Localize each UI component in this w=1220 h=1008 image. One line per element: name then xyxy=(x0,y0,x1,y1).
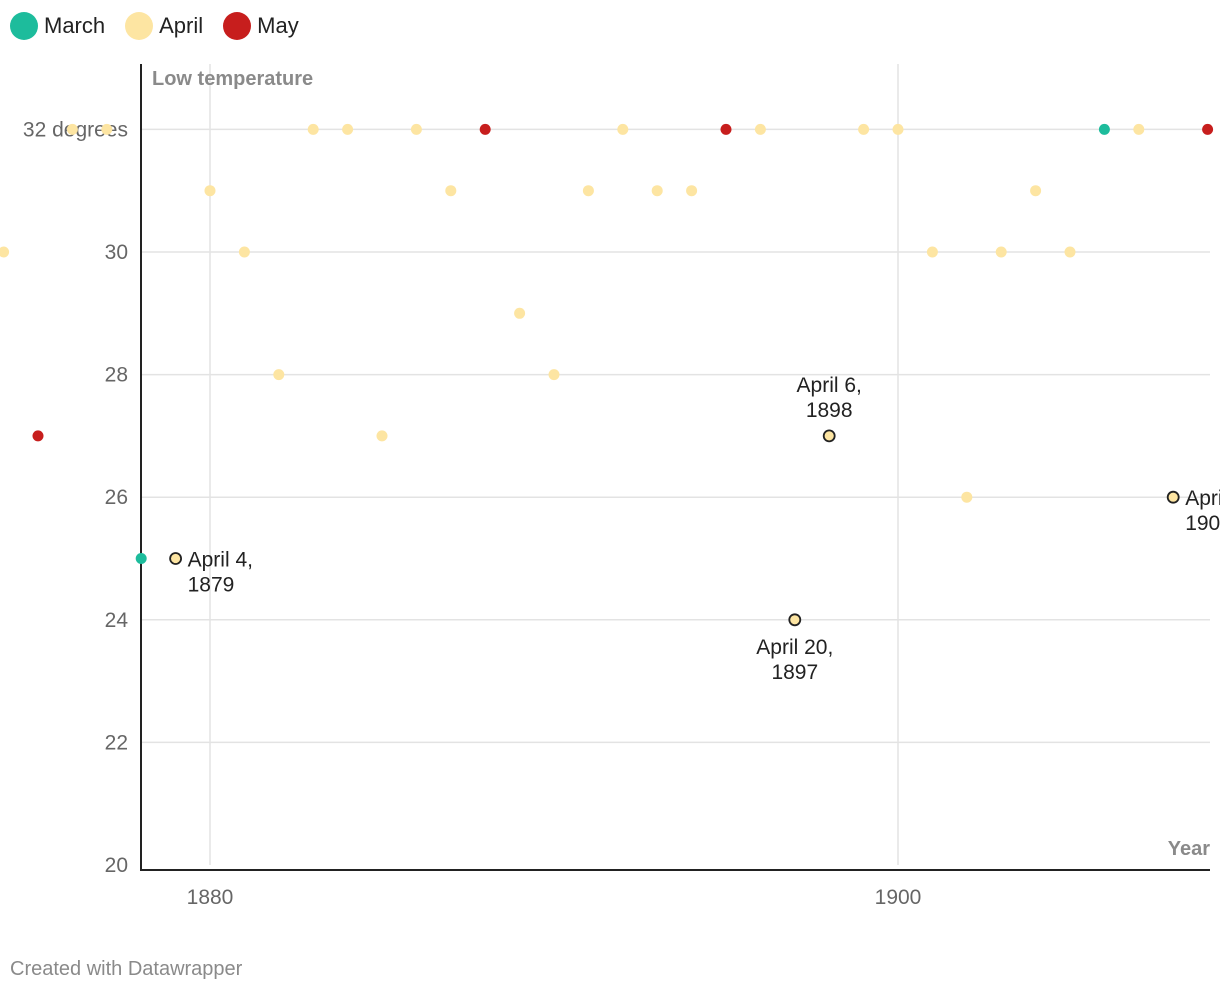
legend: March April May xyxy=(10,12,319,40)
point-may xyxy=(1202,123,1214,135)
annotated-point xyxy=(788,613,802,627)
annotation-line: 1879 xyxy=(188,574,235,597)
point-april xyxy=(858,123,870,135)
annotation-line: April 3, xyxy=(1185,487,1220,510)
annotation-line: 1898 xyxy=(806,399,853,422)
legend-item-march: March xyxy=(10,12,105,40)
point-april xyxy=(1030,185,1042,197)
point-march xyxy=(135,553,147,564)
x-tick-label: 1900 xyxy=(875,886,922,909)
y-tick-label: 30 xyxy=(105,241,128,264)
point-april xyxy=(342,123,354,135)
point-april xyxy=(995,246,1007,258)
point-april xyxy=(66,123,78,135)
point-april xyxy=(754,123,766,135)
point-april xyxy=(926,246,938,258)
x-axis-title: Year xyxy=(1168,838,1210,860)
legend-label-april: April xyxy=(159,13,204,38)
footer-credit: Created with Datawrapper xyxy=(10,958,243,980)
point-april xyxy=(238,246,250,258)
y-tick-label: 20 xyxy=(105,854,128,877)
annotated-point xyxy=(169,552,183,565)
point-april xyxy=(273,369,285,381)
annotation-line: 1908 xyxy=(1185,512,1220,535)
annotation-line: April 4, xyxy=(188,549,253,572)
legend-item-may: May xyxy=(223,12,299,40)
legend-item-april: April xyxy=(125,12,203,40)
point-may xyxy=(32,430,44,442)
point-april xyxy=(101,123,113,135)
y-tick-label: 26 xyxy=(105,486,128,509)
annotation-label: April 4, 1879 xyxy=(188,549,253,597)
point-april xyxy=(410,123,422,135)
annotation-label: April 3,1908 xyxy=(1185,487,1220,535)
point-april xyxy=(204,185,216,197)
legend-swatch-may xyxy=(223,12,252,40)
legend-label-march: March xyxy=(44,13,106,38)
legend-swatch-march xyxy=(10,12,38,40)
point-april xyxy=(961,491,973,503)
point-april xyxy=(445,185,457,197)
point-april xyxy=(514,307,526,319)
y-tick-label: 24 xyxy=(105,609,129,632)
annotation-line: April 20, xyxy=(756,636,833,659)
point-april xyxy=(1064,246,1076,258)
legend-label-may: May xyxy=(257,13,299,38)
y-tick-label: 28 xyxy=(105,364,128,387)
point-april xyxy=(376,430,388,442)
annotation-label: April 6, 1898 xyxy=(797,374,862,422)
point-april xyxy=(1133,123,1145,135)
y-tick-label: 22 xyxy=(105,731,128,754)
point-april xyxy=(0,246,10,258)
x-tick-label: 1880 xyxy=(187,886,234,909)
point-may xyxy=(720,123,732,135)
annotation-label: April 20, 1897 xyxy=(756,636,833,684)
point-april xyxy=(686,185,698,197)
annotated-point xyxy=(822,429,836,443)
legend-swatch-april xyxy=(125,12,154,40)
annotation-line: 1897 xyxy=(771,661,818,684)
point-april xyxy=(617,123,629,135)
point-april xyxy=(582,185,594,197)
point-april xyxy=(651,185,663,197)
annotation-line: April 6, xyxy=(797,374,862,397)
point-april xyxy=(892,123,904,135)
annotated-point xyxy=(1166,490,1180,504)
y-axis-title: Low temperature xyxy=(152,68,313,90)
point-april xyxy=(548,369,560,381)
point-march xyxy=(1098,123,1110,135)
point-april xyxy=(307,123,319,135)
point-may xyxy=(479,123,491,135)
